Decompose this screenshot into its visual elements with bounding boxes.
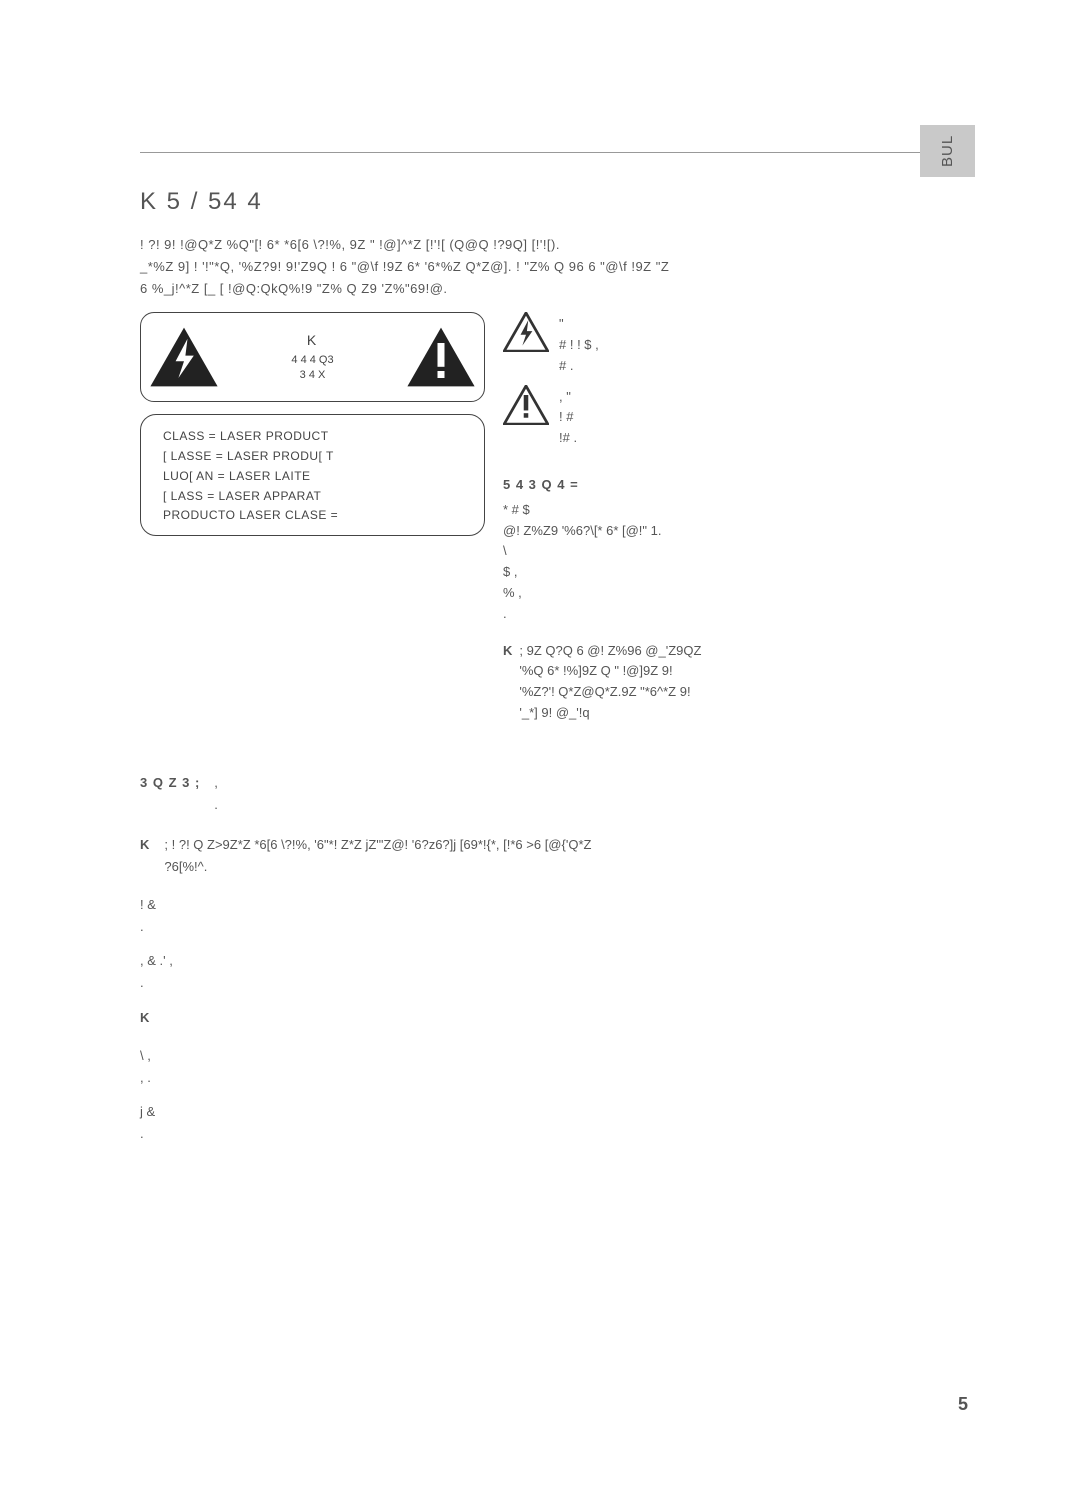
body-note-text: ; ! ?! Q Z>9Z*Z *6[6 \?!%, '6"*! Z*Z jZ'… (164, 834, 930, 878)
laser-line: [ LASSE = LASER PRODU[ T (163, 447, 462, 467)
language-tab: BUL (920, 125, 975, 177)
body-section: 3 Q Z 3 ; , . K ; ! ?! Q Z>9Z*Z *6[6 \?!… (140, 772, 930, 1145)
icon-note-text: , " ! # !# . (559, 385, 930, 449)
caution-sub: 3 4 X (219, 368, 406, 383)
note-row: K ; 9Z Q?Q 6 @! Z%96 @_'Z9QZ '%Q 6* !%]9… (503, 641, 930, 724)
laser-line: LUO[ AN = LASER LAITE (163, 467, 462, 487)
icon-note-text: " # ! ! $ , # . (559, 312, 930, 376)
page-number: 5 (958, 1394, 968, 1415)
intro-text: ! ?! 9! !@Q*Z %Q"[! 6* *6[6 \?!%, 9Z " !… (140, 234, 930, 300)
intro-line: ! ?! 9! !@Q*Z %Q"[! 6* *6[6 \?!%, 9Z " !… (140, 234, 930, 256)
note-label: 5 4 3 Q 4 = (503, 475, 579, 496)
caution-heading: K (219, 331, 406, 351)
caution-label: K 4 4 4 Q3 3 4 X (219, 331, 406, 383)
body-note-row: K (140, 1007, 930, 1029)
note-body: ; 9Z Q?Q 6 @! Z%96 @_'Z9QZ '%Q 6* !%]9Z … (519, 641, 930, 724)
body-note-label: 3 Q Z 3 ; (140, 772, 200, 816)
note-row: 5 4 3 Q 4 = (503, 475, 930, 496)
shock-icon (503, 312, 549, 352)
body-paragraph: j & . (140, 1101, 930, 1145)
laser-line: [ LASS = LASER APPARAT (163, 487, 462, 507)
body-paragraph: ! & . (140, 894, 930, 938)
intro-line: _*%Z 9] ! '!"*Q, '%Z?9! 9!'Z9Q ! 6 "@\f … (140, 256, 930, 278)
page-title: K 5 / 54 4 (140, 188, 930, 216)
left-column: K 4 4 4 Q3 3 4 X CLASS = LASER PRODUCT [… (140, 312, 485, 742)
laser-line: CLASS = LASER PRODUCT (163, 427, 462, 447)
body-note-label: K (140, 1007, 150, 1029)
body-paragraph: \ , , . (140, 1045, 930, 1089)
right-note-block: 5 4 3 Q 4 = * # $ @! Z%Z9 '%6?\[* 6* [@!… (503, 475, 930, 724)
icon-note-row: , " ! # !# . (503, 385, 930, 449)
intro-line: 6 %_j!^*Z [_ [ !@Q:QkQ%!9 "Z% Q Z9 'Z%"6… (140, 278, 930, 300)
note-body: * # $ @! Z%Z9 '%6?\[* 6* [@!" 1. \ $ , %… (503, 500, 930, 625)
right-column: " # ! ! $ , # . , " ! # !# . 5 4 3 Q 4 = (503, 312, 930, 742)
caution-sub: 4 4 4 Q3 (219, 353, 406, 368)
icon-note-row: " # ! ! $ , # . (503, 312, 930, 376)
body-note-label: K (140, 834, 150, 878)
header-rule (140, 152, 930, 153)
exclamation-warning-icon (406, 326, 476, 388)
laser-class-box: CLASS = LASER PRODUCT [ LASSE = LASER PR… (140, 414, 485, 536)
body-note-row: 3 Q Z 3 ; , . (140, 772, 930, 816)
exclamation-icon (503, 385, 549, 425)
body-paragraph: , & .' , . (140, 950, 930, 994)
laser-line: PRODUCTO LASER CLASE = (163, 506, 462, 526)
shock-warning-icon (149, 326, 219, 388)
body-note-row: K ; ! ?! Q Z>9Z*Z *6[6 \?!%, '6"*! Z*Z j… (140, 834, 930, 878)
body-note-text: , . (214, 772, 930, 816)
note-label: K (503, 641, 513, 724)
caution-box: K 4 4 4 Q3 3 4 X (140, 312, 485, 402)
